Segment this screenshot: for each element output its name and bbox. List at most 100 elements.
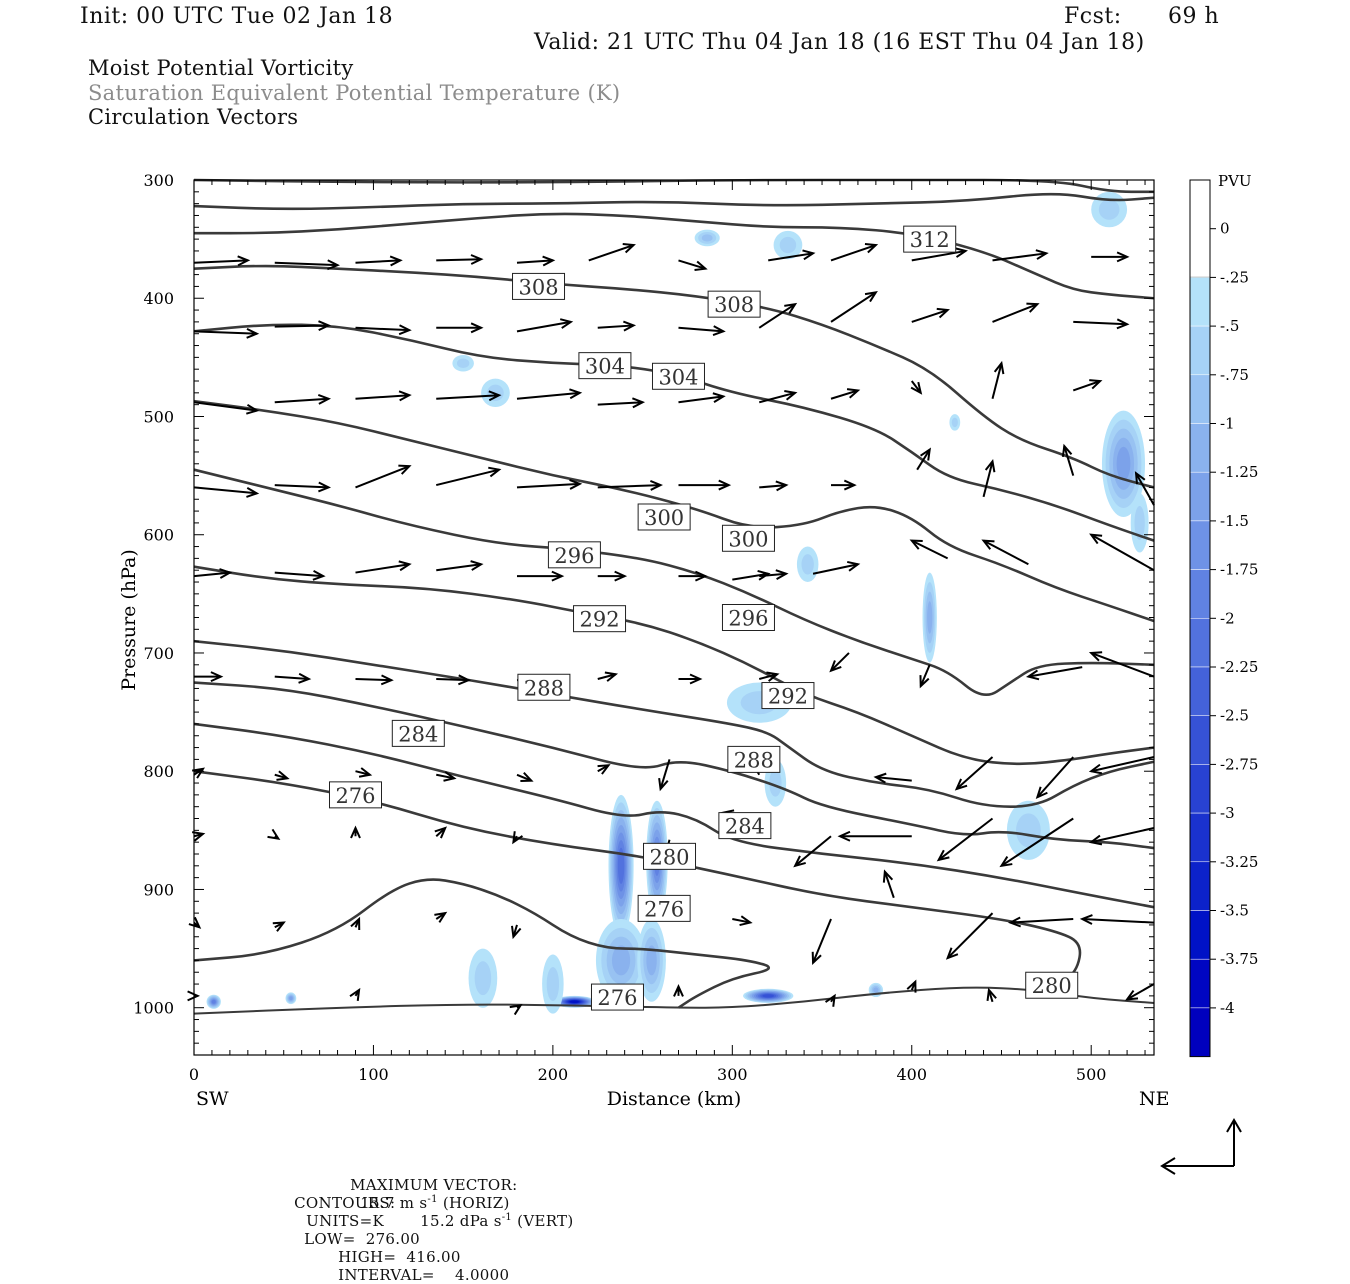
colorbar-segment bbox=[1189, 277, 1211, 327]
circulation-vector bbox=[830, 243, 879, 262]
circulation-vector bbox=[1134, 471, 1155, 506]
pv-blob-level bbox=[1098, 199, 1120, 220]
contour-label: 288 bbox=[727, 745, 781, 773]
vector-head bbox=[623, 320, 637, 332]
pv-blob bbox=[743, 988, 794, 1003]
circulation-vector bbox=[588, 243, 636, 262]
contour-label: 296 bbox=[721, 604, 775, 631]
contour-label-box bbox=[903, 225, 957, 253]
pv-colorbar: 0 -.25 -.5 -.75 -1 -1.25 -1.5 -1.75 -2 -2.25 -2.5 -… bbox=[1189, 179, 1258, 1058]
contour-label-text: 304 bbox=[585, 355, 625, 379]
contour-label: 292 bbox=[761, 682, 815, 710]
vector-shaft bbox=[355, 326, 410, 332]
pv-blob bbox=[637, 919, 666, 1002]
vector-shaft bbox=[758, 303, 796, 329]
circulation-vector bbox=[436, 322, 484, 334]
circulation-vector bbox=[758, 302, 798, 329]
circulation-vector bbox=[916, 447, 931, 471]
vector-head bbox=[811, 951, 822, 966]
circulation-vector bbox=[191, 831, 206, 842]
x-tick-label: 200 bbox=[538, 1065, 569, 1084]
circulation-vector bbox=[355, 255, 403, 267]
vector-head bbox=[999, 856, 1013, 868]
vector-head bbox=[824, 993, 836, 1007]
colorbar-segment bbox=[1189, 958, 1211, 1009]
circulation-vector bbox=[837, 830, 912, 842]
vector-shaft bbox=[436, 468, 500, 487]
circulation-vector bbox=[732, 569, 771, 581]
y-tick-label: 400 bbox=[143, 289, 174, 308]
circulation-vector bbox=[658, 759, 671, 792]
field-title-theta-es: Saturation Equivalent Potential Temperat… bbox=[88, 81, 621, 105]
vector-head bbox=[712, 392, 726, 404]
vector-shaft bbox=[597, 484, 661, 489]
contour-label: 292 bbox=[573, 605, 627, 633]
colorbar-label: -3 bbox=[1220, 804, 1235, 822]
vector-head bbox=[318, 481, 332, 493]
vector-shaft bbox=[758, 391, 796, 404]
vector-head bbox=[673, 983, 684, 997]
vector-shaft bbox=[355, 563, 410, 574]
vector-head bbox=[936, 849, 950, 862]
pv-blob bbox=[694, 229, 720, 247]
vector-head bbox=[597, 764, 611, 775]
contour-label-box bbox=[391, 719, 445, 747]
pv-blob-level bbox=[569, 1000, 579, 1004]
theta-es-contours bbox=[193, 178, 1155, 1015]
circulation-vector bbox=[355, 767, 373, 778]
colorbar-unit: PVU bbox=[1218, 172, 1252, 190]
vector-head bbox=[237, 255, 251, 267]
vector-head bbox=[509, 1003, 523, 1016]
contour-label-box bbox=[578, 352, 632, 380]
circulation-vector bbox=[811, 918, 832, 966]
vector-head bbox=[757, 569, 771, 581]
pv-blob-level bbox=[701, 234, 713, 242]
vector-head bbox=[658, 777, 669, 792]
pv-blob bbox=[552, 995, 596, 1008]
pv-blob-level bbox=[762, 994, 775, 998]
vector-head bbox=[1124, 989, 1139, 1001]
pv-blob-level bbox=[289, 996, 293, 1001]
circulation-vector bbox=[436, 674, 471, 686]
circulation-vector bbox=[193, 568, 233, 579]
circulation-vectors bbox=[187, 243, 1155, 1016]
circulation-vector bbox=[1008, 916, 1074, 928]
vector-head bbox=[1025, 669, 1040, 681]
vector-shaft bbox=[916, 449, 931, 471]
vector-shaft bbox=[919, 664, 931, 687]
circulation-vector bbox=[274, 320, 332, 332]
circulation-vector bbox=[1061, 443, 1075, 476]
contours-interval: INTERVAL= 4.0000 bbox=[338, 1266, 510, 1284]
vector-head bbox=[906, 979, 917, 993]
contour-label-box bbox=[721, 604, 775, 631]
vector-shaft bbox=[1082, 918, 1155, 924]
contour-label-text: 308 bbox=[518, 275, 558, 299]
vector-shaft bbox=[830, 652, 850, 672]
vector-shaft bbox=[911, 309, 948, 323]
contour-label: 304 bbox=[651, 362, 705, 390]
vector-shaft bbox=[812, 918, 832, 964]
circulation-vector bbox=[274, 481, 332, 493]
vector-head bbox=[846, 388, 861, 399]
pv-blob-level bbox=[927, 601, 933, 634]
vector-head bbox=[1088, 834, 1103, 846]
vector-shaft bbox=[193, 259, 248, 264]
vector-head bbox=[1035, 249, 1049, 260]
max-vector-label: MAXIMUM VECTOR: bbox=[350, 1176, 518, 1194]
vector-head bbox=[434, 911, 448, 923]
circulation-vector bbox=[193, 401, 260, 415]
circulation-vector bbox=[355, 464, 412, 489]
vector-head bbox=[188, 916, 202, 929]
vector-shaft bbox=[678, 395, 724, 404]
vector-shaft bbox=[516, 320, 571, 333]
theta-contour-304 bbox=[193, 323, 1155, 542]
vector-shaft bbox=[883, 871, 895, 899]
circulation-vector bbox=[678, 570, 708, 582]
colorbar-label: -1.75 bbox=[1220, 561, 1258, 579]
circulation-vector bbox=[954, 756, 994, 791]
colorbar-white-segment bbox=[1189, 179, 1211, 278]
circulation-vector bbox=[919, 664, 931, 689]
vector-head bbox=[775, 480, 789, 492]
x-end-label-left: SW bbox=[196, 1088, 229, 1110]
vector-shaft bbox=[732, 572, 769, 581]
